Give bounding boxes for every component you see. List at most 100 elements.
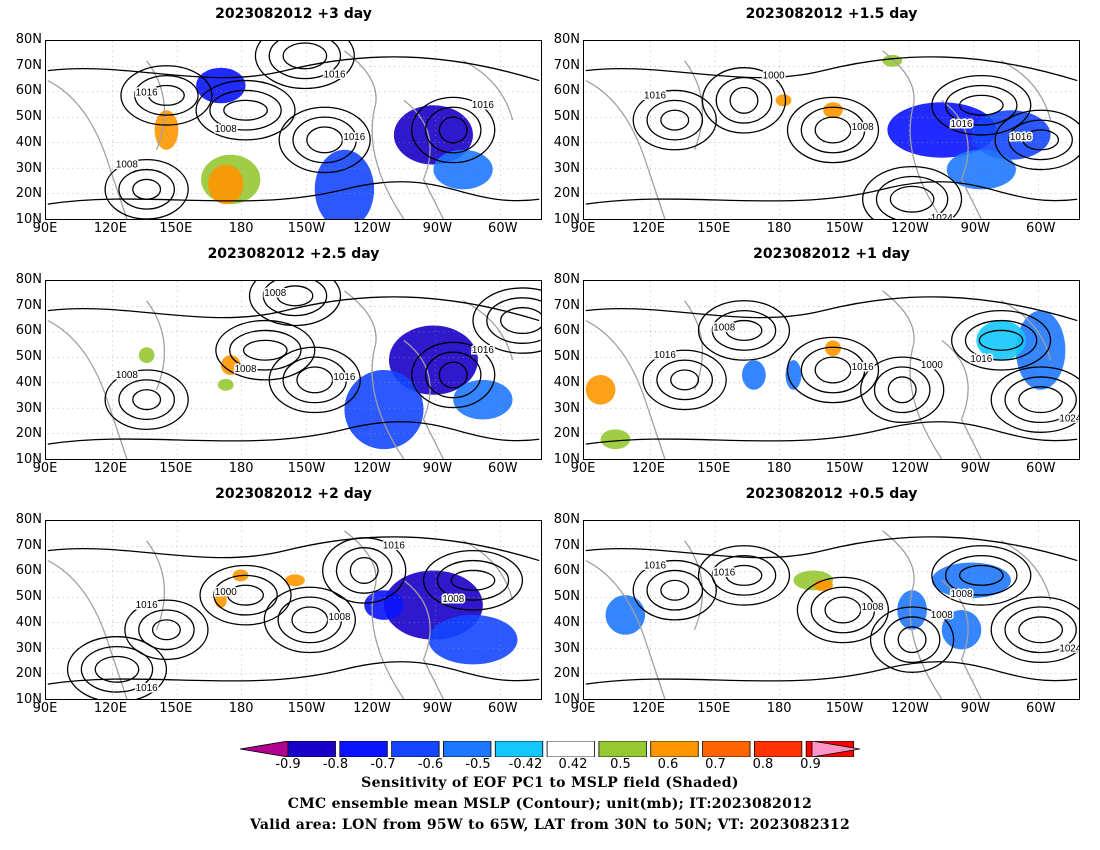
lat-label: 20N — [553, 666, 580, 682]
mslp-contour — [978, 329, 1024, 351]
lon-label: 60W — [1026, 221, 1056, 236]
lat-label: 30N — [15, 160, 42, 176]
lat-label: 50N — [15, 109, 42, 125]
contour-label: 1016 — [136, 600, 158, 611]
mslp-contour — [292, 116, 357, 164]
lat-label: 60N — [15, 563, 42, 579]
sensitivity-shading — [946, 149, 1016, 190]
mslp-contour — [869, 606, 955, 673]
colorbar-segment — [753, 741, 803, 757]
contour-label: 1016 — [333, 372, 355, 383]
contour-label: 1008 — [116, 370, 138, 381]
contour-label: 1008 — [644, 560, 666, 571]
mslp-contour — [883, 616, 941, 664]
mslp-contour — [227, 584, 264, 606]
contour-label: 1008 — [264, 288, 286, 299]
lat-label: 40N — [553, 614, 580, 630]
contour-label: 1024 — [1059, 413, 1079, 424]
mslp-contour — [306, 126, 344, 154]
mslp-contour — [656, 359, 713, 401]
mslp-contour — [810, 586, 876, 634]
mslp-contour — [282, 42, 328, 70]
mslp-contour — [814, 356, 852, 384]
mslp-contour — [47, 56, 540, 205]
lon-label: 90W — [422, 461, 453, 476]
mslp-contour — [715, 76, 773, 124]
map-svg-5: 100810161000100810161024101610081008 — [585, 521, 1079, 699]
sensitivity-shading — [976, 320, 1026, 361]
mslp-contour — [1004, 606, 1077, 654]
mslp-contour — [931, 74, 1032, 136]
mslp-contour — [248, 281, 342, 327]
map-svg-2: 1016101610081016100810161008 — [47, 281, 541, 459]
mslp-contour — [104, 159, 189, 219]
mslp-contour — [660, 109, 690, 131]
contour-label: 1016 — [644, 560, 666, 571]
lon-label: 120E — [93, 461, 127, 476]
contour-label: 1016 — [713, 567, 735, 578]
contour-label: 1008 — [862, 602, 884, 613]
lat-label: 50N — [553, 589, 580, 605]
panel-title-2: 2023082012 +2.5 day — [207, 246, 380, 262]
lon-label: 120W — [891, 461, 929, 476]
colorbar-tick-label: -0.9 — [275, 757, 301, 772]
mslp-contour — [438, 116, 468, 144]
sensitivity-shading — [785, 360, 802, 390]
contour-label: 1008 — [713, 322, 735, 333]
panel-title-3: 2023082012 +1 day — [753, 246, 910, 262]
mslp-contour — [215, 319, 316, 381]
lon-label: 90W — [960, 701, 991, 716]
lon-label: 120W — [891, 701, 929, 716]
mslp-contour — [132, 178, 162, 200]
mslp-contour — [1004, 376, 1077, 424]
contour-label: 1016 — [136, 87, 158, 98]
map-panel-0: 1016 1008 1008 1016 1016 1016 1008 1016 — [45, 40, 542, 220]
contour-label: 1016 — [654, 350, 676, 361]
mslp-contour — [1018, 616, 1064, 644]
lat-label: 20N — [553, 426, 580, 442]
lat-label: 10N — [15, 692, 42, 707]
lat-label: 10N — [553, 212, 580, 227]
lat-label: 20N — [553, 186, 580, 202]
contour-label: 1008 — [442, 594, 464, 605]
mslp-contour — [632, 559, 717, 621]
lon-label: 150E — [697, 461, 731, 476]
lon-label: 120E — [631, 701, 665, 716]
mslp-contour — [585, 56, 1078, 205]
mslp-contour — [860, 356, 945, 424]
contour-label: 1000 — [921, 360, 943, 371]
sensitivity-shading — [285, 574, 305, 587]
contour-label: 1016 — [852, 362, 874, 373]
mslp-contour — [994, 109, 1079, 171]
lat-label: 10N — [15, 452, 42, 467]
contour-label: 1016 — [136, 683, 158, 694]
colorbar-tick-label: 0.5 — [610, 757, 631, 772]
colorbar-tick-label: 0.6 — [657, 757, 679, 772]
caption-line-2: CMC ensemble mean MSLP (Contour); unit(m… — [287, 796, 813, 812]
map-panel-2: 1016101610081016100810161008 — [45, 280, 542, 460]
contour-label: 1016 — [472, 100, 494, 111]
mslp-contour — [646, 99, 704, 141]
map-panel-1: 1008 1016 1008 1000 1016 1024 1016 1008 1016 — [583, 40, 1080, 220]
lon-label: 150E — [159, 461, 193, 476]
coastline — [47, 50, 514, 219]
lat-label: 40N — [15, 614, 42, 630]
colorbar-segment — [650, 741, 699, 757]
mslp-contour — [195, 79, 296, 141]
lat-label: 30N — [15, 400, 42, 416]
mslp-contour — [725, 319, 763, 341]
contour-label: 1000 — [215, 587, 237, 598]
lat-label: 70N — [15, 297, 42, 313]
sensitivity-shading — [823, 102, 843, 119]
lon-label: 60W — [488, 701, 518, 716]
mslp-contour — [951, 310, 1052, 371]
lon-label: 90E — [570, 221, 596, 236]
mslp-contour — [138, 609, 195, 651]
lon-label: 120E — [631, 221, 665, 236]
lon-label: 150W — [825, 701, 864, 716]
lon-label: 120W — [353, 461, 391, 476]
mslp-contour — [450, 569, 496, 591]
mslp-contour — [585, 296, 1078, 445]
